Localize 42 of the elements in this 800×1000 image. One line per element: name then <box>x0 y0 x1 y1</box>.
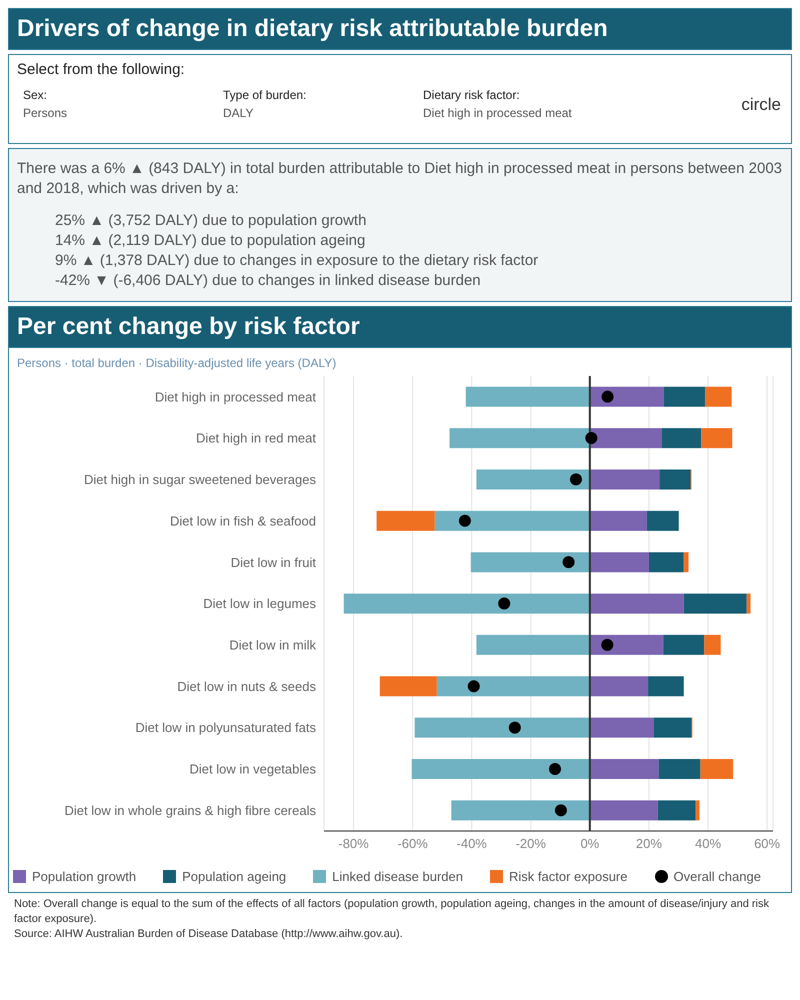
legend-label: Linked disease burden <box>332 869 463 884</box>
chart-subtitle: Per cent change by risk factor <box>8 306 792 348</box>
y-tick-label: Diet low in milk <box>229 637 316 652</box>
text: Sex: <box>23 88 48 102</box>
text: Persons <box>23 106 68 120</box>
legend-label: Overall change <box>674 869 761 884</box>
text: Diet high in processed meat <box>423 106 573 120</box>
text: Type of burden: <box>223 88 308 102</box>
x-tick-label: -60% <box>397 836 428 852</box>
text: Note: Overall change is equal to the sum of the effects of all factors (population growth, population ageing, changes in the amount of disease/injury and risk factor exposure). <box>14 897 770 927</box>
chart-title: Drivers of change in dietary risk attributable burden <box>8 8 792 50</box>
y-tick-label: Diet low in legumes <box>203 596 316 612</box>
y-tick-label: Diet high in red meat <box>196 430 316 446</box>
source-note: Source: AIHW Australian Burden of Disease Database (http://www.aihw.gov.au). <box>14 927 404 942</box>
y-tick-label: Diet low in whole grains & high fibre cereals <box>64 802 316 818</box>
x-tick-label: -40% <box>456 836 488 852</box>
text: 25% ▲ (3,752 DALY) due to population growth <box>55 211 368 231</box>
y-tick-label: Diet low in vegetables <box>190 762 316 777</box>
x-tick-label: 20% <box>636 836 662 852</box>
x-tick-label: 40% <box>695 836 722 852</box>
x-tick-label: 60% <box>754 836 781 852</box>
legend-label: Population growth <box>32 869 136 884</box>
y-tick-label: Diet low in nuts & seeds <box>177 678 316 694</box>
text: 14% ▲ (2,119 DALY) due to population ageing <box>55 231 366 251</box>
y-tick-label: Diet high in sugar sweetened beverages <box>84 472 316 488</box>
y-tick-label: Diet high in processed meat <box>154 389 316 404</box>
y-tick-label: Diet low in fish & seafood <box>170 513 316 528</box>
text: There was a 6% ▲ (843 DALY) in total burden attributable to Diet high in processed meat in persons between 2003 and 2018, which was driven by a: <box>17 159 783 199</box>
text: Select from the following: <box>17 61 186 78</box>
x-tick-label: -80% <box>338 836 370 852</box>
legend-label: Population ageing <box>182 869 286 884</box>
text: 9% ▲ (1,378 DALY) due to changes in exposure to the dietary risk factor <box>55 251 540 271</box>
text: Dietary risk factor: <box>423 88 521 102</box>
x-tick-label: -20% <box>516 836 546 852</box>
text: DALY <box>223 106 254 120</box>
text: Persons · total burden · Disability-adjusted life years (DALY) <box>16 355 338 370</box>
y-tick-label: Diet low in polyunsaturated fats <box>135 720 316 736</box>
legend-label: Risk factor exposure <box>509 869 628 884</box>
text: -42% ▼ (-6,406 DALY) due to changes in linked disease burden <box>55 271 482 291</box>
y-tick-label: Diet low in fruit <box>230 554 316 570</box>
x-tick-label: 0% <box>580 836 600 852</box>
text: circle <box>741 95 781 115</box>
